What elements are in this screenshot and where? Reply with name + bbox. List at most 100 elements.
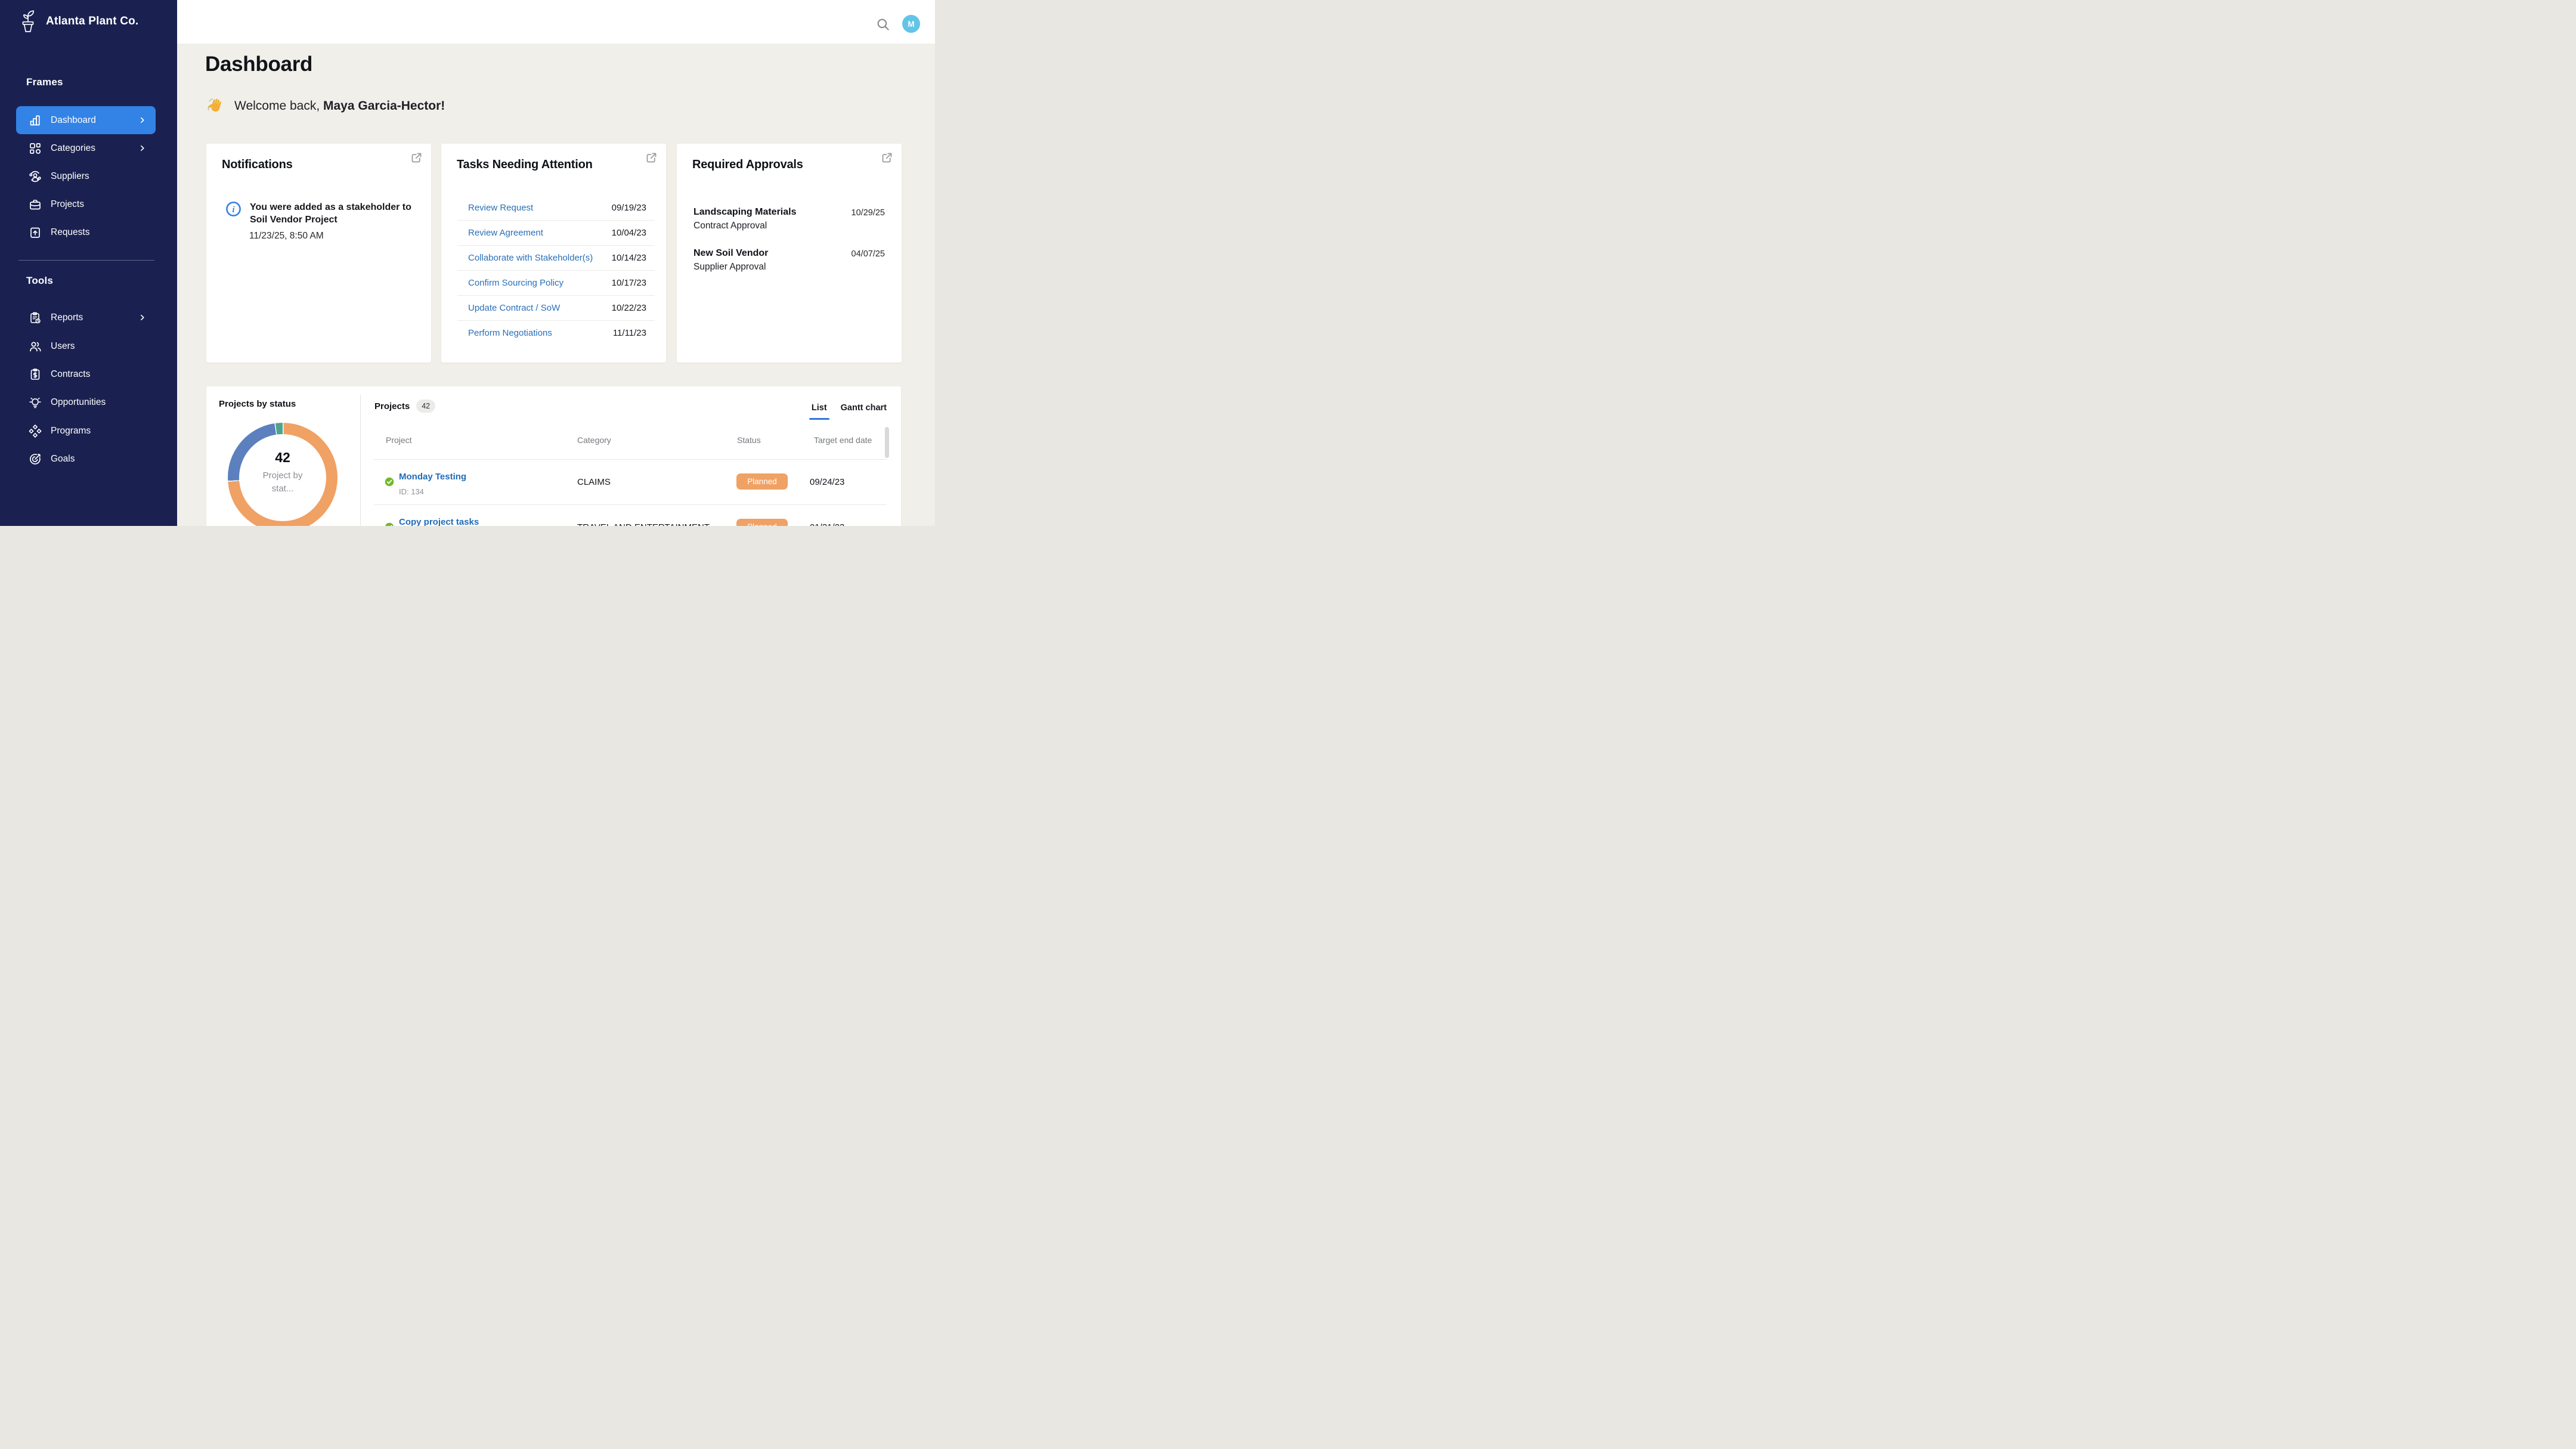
project-link[interactable]: Copy project tasks (399, 517, 479, 526)
column-header-category: Category (577, 435, 611, 445)
task-list: Review Request 09/19/23 Review Agreement… (457, 196, 655, 345)
donut-center-label: Project by stat... (262, 470, 303, 494)
task-date: 11/11/23 (612, 328, 646, 338)
notification-item[interactable]: i You were added as a stakeholder to Soi… (225, 201, 420, 226)
task-date: 09/19/23 (611, 203, 646, 213)
sidebar-item-label: Suppliers (51, 171, 89, 181)
page-title: Dashboard (205, 52, 313, 76)
projects-header: Projects 42 (374, 400, 436, 413)
project-category: TRAVEL AND ENTERTAINMENT (577, 522, 710, 526)
tab-gantt-chart[interactable]: Gantt chart (840, 403, 887, 413)
approval-date: 10/29/25 (851, 208, 885, 218)
approval-name: Landscaping Materials (693, 207, 797, 217)
task-date: 10/14/23 (611, 253, 646, 263)
projects-title: Projects (374, 401, 410, 411)
notification-text: You were added as a stakeholder to Soil … (250, 202, 411, 225)
info-icon: i (225, 201, 242, 226)
greeting-user-name: Maya Garcia-Hector! (323, 99, 445, 113)
waving-hand-emoji-icon (206, 97, 225, 116)
greeting: Welcome back, Maya Garcia-Hector! (206, 97, 445, 116)
open-external-icon[interactable] (410, 151, 423, 164)
chevron-right-icon (138, 144, 146, 152)
projects-status-donut-chart[interactable] (228, 423, 338, 526)
open-external-icon[interactable] (881, 151, 893, 164)
panel-divider (360, 395, 361, 526)
sidebar-item-label: Categories (51, 143, 95, 153)
open-external-icon[interactable] (645, 151, 658, 164)
sidebar-item-categories[interactable]: Categories (16, 134, 156, 162)
task-link[interactable]: Confirm Sourcing Policy (468, 278, 564, 288)
notification-timestamp: 11/23/25, 8:50 AM (249, 231, 324, 241)
tab-list[interactable]: List (809, 403, 829, 420)
sidebar-item-suppliers[interactable]: Suppliers (16, 162, 156, 190)
project-id: ID: 134 (399, 487, 424, 496)
approval-name: New Soil Vendor (693, 248, 769, 258)
donut-center: 42 Project by stat... (228, 423, 338, 526)
greeting-text: Welcome back, Maya Garcia-Hector! (234, 99, 445, 113)
sidebar-divider (18, 260, 154, 261)
chart-title: Projects by status (219, 399, 296, 409)
task-link[interactable]: Collaborate with Stakeholder(s) (468, 253, 593, 263)
chevron-right-icon (138, 314, 146, 321)
approvals-card: Required Approvals Landscaping Materials… (677, 144, 902, 363)
task-link[interactable]: Review Agreement (468, 228, 543, 238)
lightbulb-icon (29, 396, 42, 409)
sidebar-item-opportunities[interactable]: Opportunities (16, 388, 156, 416)
sidebar-item-label: Contracts (51, 369, 91, 379)
bar-chart-icon (29, 114, 42, 127)
approval-item[interactable]: New Soil Vendor Supplier Approval 04/07/… (693, 248, 885, 273)
brand[interactable]: Atlanta Plant Co. (18, 10, 138, 33)
sidebar-item-label: Opportunities (51, 397, 106, 407)
sidebar-item-reports[interactable]: Reports (16, 304, 156, 332)
task-row: Review Request 09/19/23 (457, 196, 655, 220)
project-link[interactable]: Monday Testing (399, 472, 467, 482)
chevron-right-icon (138, 116, 146, 124)
task-row: Update Contract / SoW 10/22/23 (457, 295, 655, 320)
sidebar: Atlanta Plant Co. Frames Dashboard Categ… (0, 0, 177, 526)
approval-date: 04/07/25 (851, 249, 885, 259)
sidebar-item-label: Reports (51, 312, 83, 323)
users-icon (29, 340, 42, 353)
sidebar-item-projects[interactable]: Projects (16, 190, 156, 218)
sidebar-item-requests[interactable]: Requests (16, 218, 156, 246)
topbar: M (177, 0, 935, 44)
sidebar-item-programs[interactable]: Programs (16, 417, 156, 445)
diamonds-icon (29, 424, 42, 438)
status-check-icon (385, 477, 394, 487)
sidebar-item-label: Dashboard (51, 114, 96, 125)
approval-item[interactable]: Landscaping Materials Contract Approval … (693, 207, 885, 231)
sidebar-item-users[interactable]: Users (16, 332, 156, 360)
task-link[interactable]: Review Request (468, 203, 534, 213)
table-divider (374, 504, 887, 505)
donut-total-value: 42 (275, 449, 290, 465)
approvals-card-title: Required Approvals (692, 158, 803, 171)
sidebar-item-label: Requests (51, 227, 90, 237)
user-avatar[interactable]: M (902, 15, 920, 33)
task-link[interactable]: Update Contract / SoW (468, 303, 561, 313)
sidebar-item-label: Projects (51, 199, 84, 209)
avatar-initial: M (908, 19, 915, 29)
projects-panel: Projects by status 42 Project by stat...… (206, 386, 901, 526)
table-scrollbar[interactable] (885, 427, 889, 458)
sidebar-item-label: Programs (51, 425, 91, 436)
task-date: 10/04/23 (611, 228, 646, 238)
sidebar-item-goals[interactable]: Goals (16, 445, 156, 473)
plant-pot-logo-icon (18, 10, 38, 33)
task-date: 10/17/23 (611, 278, 646, 288)
sidebar-item-contracts[interactable]: Contracts (16, 360, 156, 388)
column-header-status: Status (737, 435, 761, 445)
projects-count-badge: 42 (416, 400, 436, 413)
goal-target-icon (29, 453, 42, 466)
task-link[interactable]: Perform Negotiations (468, 328, 552, 338)
sidebar-item-dashboard[interactable]: Dashboard (16, 106, 156, 134)
contract-dollar-icon (29, 368, 42, 381)
task-row: Confirm Sourcing Policy 10/17/23 (457, 270, 655, 295)
report-clipboard-icon (29, 311, 42, 324)
column-header-project: Project (386, 435, 412, 445)
task-row: Collaborate with Stakeholder(s) 10/14/23 (457, 245, 655, 270)
sidebar-section-tools: Tools (26, 275, 54, 286)
task-row: Perform Negotiations 11/11/23 (457, 320, 655, 345)
notifications-card-title: Notifications (222, 158, 293, 171)
search-icon[interactable] (875, 17, 891, 32)
target-end-date: 09/24/23 (810, 477, 845, 487)
